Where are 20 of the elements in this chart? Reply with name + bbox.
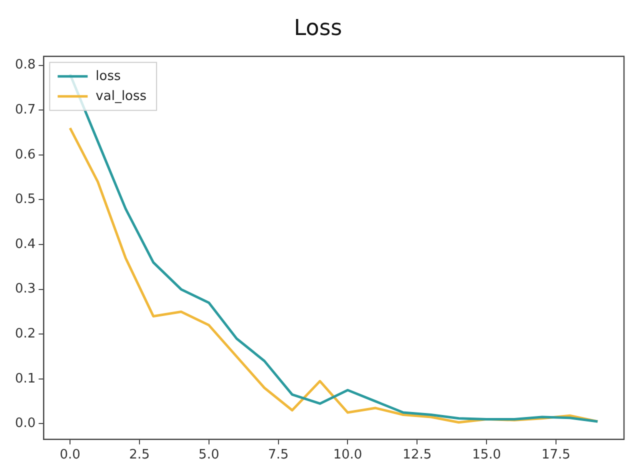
x-tick-label: 2.5	[129, 448, 150, 463]
x-tick-label: 7.5	[268, 448, 289, 463]
y-tick-label: 0.5	[14, 192, 36, 208]
y-tick-label: 0.1	[14, 371, 36, 386]
x-tick-label: 0.0	[60, 448, 80, 463]
y-tick-label: 0.2	[14, 326, 36, 342]
y-tick-label: 0.3	[14, 282, 36, 297]
x-tick-label: 10.0	[333, 448, 362, 463]
x-tick-label: 17.5	[541, 448, 570, 463]
legend-label: val_loss	[96, 88, 147, 104]
legend-label: loss	[96, 68, 122, 84]
x-tick-label: 12.5	[402, 448, 432, 463]
chart-title: Loss	[294, 16, 342, 41]
y-tick-label: 0.8	[14, 58, 36, 73]
y-tick-label: 0.4	[14, 236, 36, 252]
x-tick-label: 15.0	[472, 448, 502, 463]
y-tick-label: 0.6	[14, 147, 36, 162]
x-tick-label: 5.0	[198, 448, 220, 463]
y-tick-label: 0.0	[14, 416, 36, 432]
y-tick-label: 0.7	[14, 102, 36, 118]
